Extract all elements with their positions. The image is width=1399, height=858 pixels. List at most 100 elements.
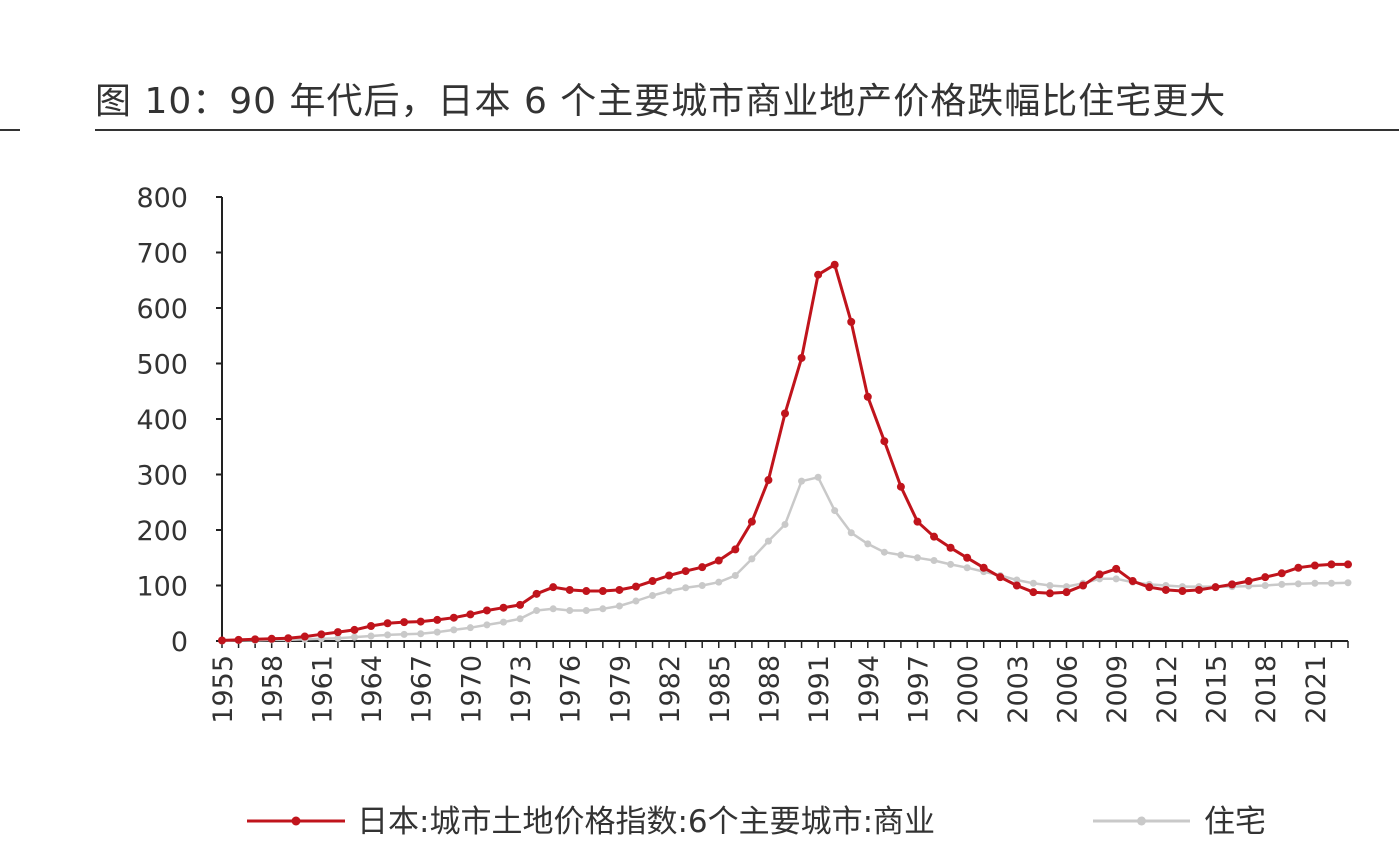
legend-label: 住宅	[1204, 804, 1266, 840]
data-point	[334, 634, 342, 642]
data-point	[880, 437, 889, 446]
data-point	[715, 578, 723, 586]
data-point	[565, 585, 574, 594]
x-tick-label: 2021	[1301, 655, 1332, 724]
data-point	[234, 635, 243, 644]
data-point	[333, 628, 342, 637]
data-point	[698, 582, 706, 589]
data-point	[631, 582, 640, 591]
x-tick-label: 1961	[307, 655, 338, 724]
y-tick-label: 700	[136, 239, 188, 270]
data-point	[267, 634, 276, 643]
data-point	[417, 630, 425, 638]
x-tick-label: 1994	[854, 655, 885, 724]
title-rule	[95, 129, 1399, 131]
data-point	[648, 577, 657, 586]
data-point	[1294, 580, 1302, 588]
data-point	[549, 583, 558, 592]
data-point	[913, 517, 922, 526]
data-point	[847, 317, 856, 326]
data-point	[1261, 573, 1270, 582]
data-point	[1029, 588, 1038, 597]
data-point	[665, 571, 674, 580]
data-point	[218, 636, 226, 645]
x-tick-label: 1976	[556, 655, 587, 724]
data-point	[1029, 579, 1037, 587]
data-point	[582, 606, 590, 614]
data-point	[781, 409, 789, 418]
data-point	[516, 600, 525, 609]
x-tick-label: 2015	[1202, 655, 1233, 724]
data-point	[863, 392, 872, 401]
data-point	[1161, 585, 1170, 594]
y-tick-label: 500	[136, 350, 188, 381]
legend-marker	[291, 816, 301, 826]
data-point	[483, 621, 491, 629]
data-point	[714, 556, 723, 565]
data-point	[1112, 575, 1120, 583]
y-tick-label: 300	[136, 461, 188, 492]
data-point	[367, 622, 376, 631]
data-point	[947, 560, 955, 568]
data-point	[1228, 580, 1237, 589]
axes: 0 100 200 300 400 500 600 700 800 1955 1958 1961 196…	[136, 183, 1349, 724]
data-point	[665, 587, 673, 595]
series-1	[218, 473, 1352, 645]
data-point	[400, 630, 408, 638]
x-tick-label: 2018	[1251, 655, 1282, 724]
data-point	[500, 618, 507, 626]
x-tick-label: 2009	[1102, 655, 1133, 724]
data-point	[698, 563, 707, 572]
y-tick-label: 200	[136, 516, 188, 547]
data-point	[1194, 585, 1203, 594]
data-point	[549, 605, 557, 613]
data-point	[1344, 579, 1352, 587]
data-point	[466, 610, 475, 619]
data-point	[566, 606, 574, 614]
data-point	[681, 567, 690, 576]
data-point	[764, 537, 772, 545]
y-tick-label: 0	[171, 627, 188, 658]
x-tick-label: 1958	[258, 655, 289, 724]
data-point	[317, 630, 326, 639]
data-point	[1327, 560, 1336, 569]
legend: 日本:城市土地价格指数:6个主要城市:商业 住宅	[247, 804, 1266, 840]
data-point	[1261, 582, 1269, 589]
data-point	[996, 573, 1005, 582]
data-point	[1278, 580, 1286, 588]
y-tick-label: 400	[136, 405, 188, 436]
series-line	[221, 476, 1349, 643]
data-point	[400, 618, 409, 627]
data-point	[1294, 563, 1303, 572]
data-point	[748, 555, 756, 563]
series-line	[221, 263, 1348, 642]
data-point	[582, 587, 591, 596]
legend-label: 日本:城市土地价格指数:6个主要城市:商业	[357, 804, 935, 840]
data-point	[433, 628, 441, 636]
data-point	[946, 543, 955, 552]
data-point	[384, 631, 392, 639]
data-point	[814, 270, 823, 279]
data-point	[747, 517, 756, 526]
data-point	[598, 587, 607, 596]
y-tick-label: 600	[136, 294, 188, 325]
data-point	[731, 545, 740, 554]
x-tick-label: 2012	[1152, 655, 1183, 724]
data-point	[450, 626, 458, 634]
data-point	[615, 585, 624, 594]
data-point	[449, 613, 458, 622]
title-rule-left	[0, 129, 20, 131]
data-point	[979, 563, 988, 572]
data-point	[1062, 588, 1071, 597]
data-point	[831, 507, 839, 515]
data-point	[433, 615, 442, 624]
data-point	[615, 602, 623, 610]
data-point	[1145, 583, 1154, 592]
data-point	[781, 520, 789, 528]
data-point	[599, 605, 607, 613]
series-0	[218, 260, 1352, 645]
data-point	[897, 551, 905, 559]
data-point	[1095, 570, 1104, 579]
data-point	[1277, 569, 1286, 578]
x-tick-label: 1973	[506, 655, 537, 724]
